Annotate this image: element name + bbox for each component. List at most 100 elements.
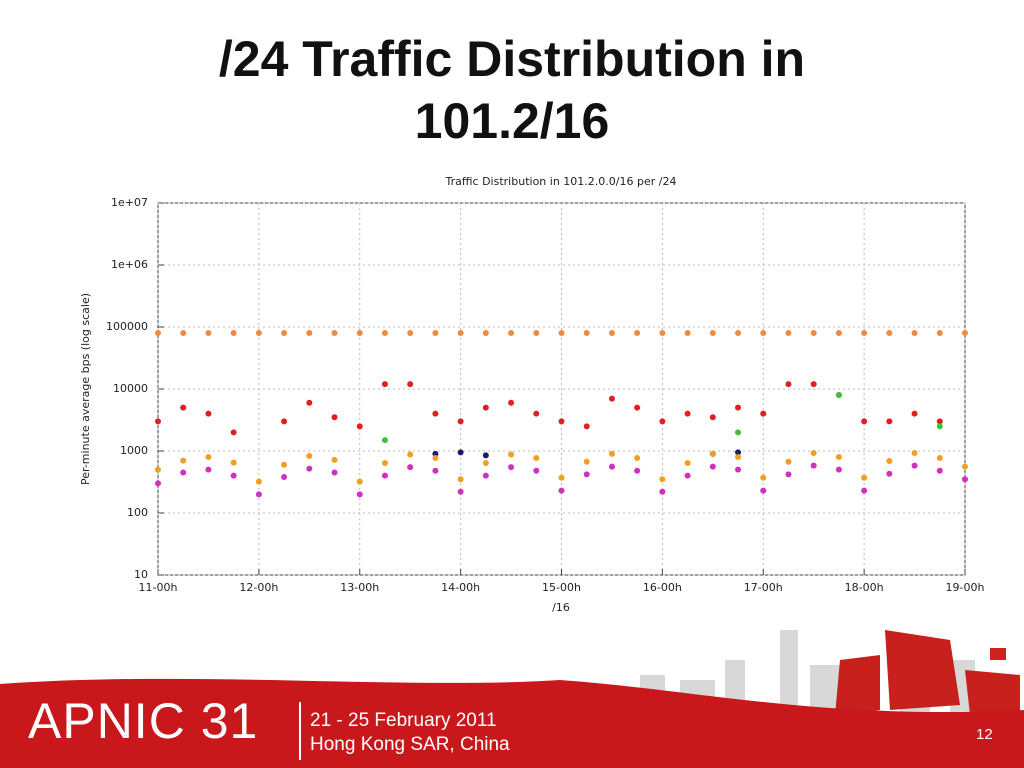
data-point	[760, 330, 767, 337]
data-point	[306, 465, 313, 472]
banner	[0, 678, 1024, 768]
data-point	[180, 469, 187, 476]
data-point	[331, 330, 338, 337]
data-point	[583, 330, 590, 337]
x-tick-label: 15-00h	[542, 581, 581, 594]
data-point	[735, 449, 742, 456]
data-point	[381, 460, 388, 467]
data-point	[155, 418, 161, 425]
x-tick-label: 12-00h	[239, 581, 278, 594]
data-point	[407, 451, 414, 458]
data-point	[432, 450, 439, 457]
data-point	[886, 457, 893, 464]
data-point	[508, 451, 515, 458]
data-point	[810, 330, 817, 337]
data-point	[356, 330, 363, 337]
data-point	[482, 460, 489, 467]
data-point	[381, 330, 388, 337]
data-point	[381, 381, 388, 388]
data-point	[886, 470, 893, 477]
data-point	[356, 478, 363, 485]
data-point	[306, 399, 313, 406]
data-point	[785, 471, 792, 478]
x-tick-label: 19-00h	[946, 581, 985, 594]
x-tick-label: 16-00h	[643, 581, 682, 594]
data-point	[306, 330, 313, 337]
data-point	[684, 330, 691, 337]
data-point	[230, 472, 237, 479]
data-point	[533, 455, 540, 462]
data-point	[785, 330, 792, 337]
data-point	[962, 463, 968, 470]
x-axis-label: /16	[552, 601, 570, 614]
data-point	[936, 418, 943, 425]
y-tick-label: 1e+07	[111, 196, 148, 209]
data-point	[861, 487, 868, 494]
data-point	[735, 330, 742, 337]
data-point	[735, 466, 742, 473]
x-tick-label: 18-00h	[845, 581, 884, 594]
data-point	[508, 330, 515, 337]
data-point	[936, 455, 943, 462]
footer-banner	[0, 630, 1024, 768]
data-point	[735, 429, 742, 436]
data-point	[684, 472, 691, 479]
data-point	[482, 452, 489, 459]
data-point	[432, 467, 439, 474]
data-point	[155, 330, 161, 337]
data-point	[281, 418, 288, 425]
data-point	[306, 453, 313, 460]
data-point	[886, 418, 893, 425]
data-point	[583, 471, 590, 478]
data-point	[684, 460, 691, 467]
data-point	[861, 474, 868, 481]
data-point	[281, 461, 288, 468]
data-point	[886, 330, 893, 337]
data-point	[407, 464, 414, 471]
data-point	[205, 330, 212, 337]
y-tick-label: 100	[127, 506, 148, 519]
data-point	[583, 458, 590, 465]
data-point	[255, 491, 262, 498]
data-point	[230, 459, 237, 466]
data-point	[457, 488, 464, 495]
data-point	[432, 410, 439, 417]
data-point	[533, 410, 540, 417]
data-point	[331, 414, 338, 421]
data-point	[281, 330, 288, 337]
data-point	[482, 330, 489, 337]
data-point	[180, 404, 187, 411]
data-point	[482, 404, 489, 411]
event-dates: 21 - 25 February 2011	[310, 710, 497, 731]
data-point	[634, 467, 641, 474]
x-tick-label: 11-00h	[139, 581, 178, 594]
data-point	[457, 418, 464, 425]
data-point	[659, 418, 666, 425]
data-point	[735, 454, 742, 461]
data-point	[962, 330, 968, 337]
data-point	[381, 437, 388, 444]
data-point	[457, 330, 464, 337]
data-point	[810, 462, 817, 469]
data-point	[634, 330, 641, 337]
data-point	[659, 330, 666, 337]
data-point	[785, 381, 792, 388]
y-tick-label: 10	[134, 568, 148, 581]
data-point	[709, 463, 716, 470]
data-point	[608, 395, 615, 402]
data-point	[558, 474, 565, 481]
data-point	[608, 330, 615, 337]
y-tick-label: 10000	[113, 382, 148, 395]
data-point	[911, 449, 918, 456]
data-point	[936, 423, 943, 430]
data-point	[533, 467, 540, 474]
data-point	[760, 410, 767, 417]
data-point	[583, 423, 590, 430]
data-point	[558, 487, 565, 494]
data-point	[205, 466, 212, 473]
data-point	[911, 410, 918, 417]
data-point	[760, 487, 767, 494]
data-point	[255, 330, 262, 337]
data-point	[331, 456, 338, 463]
